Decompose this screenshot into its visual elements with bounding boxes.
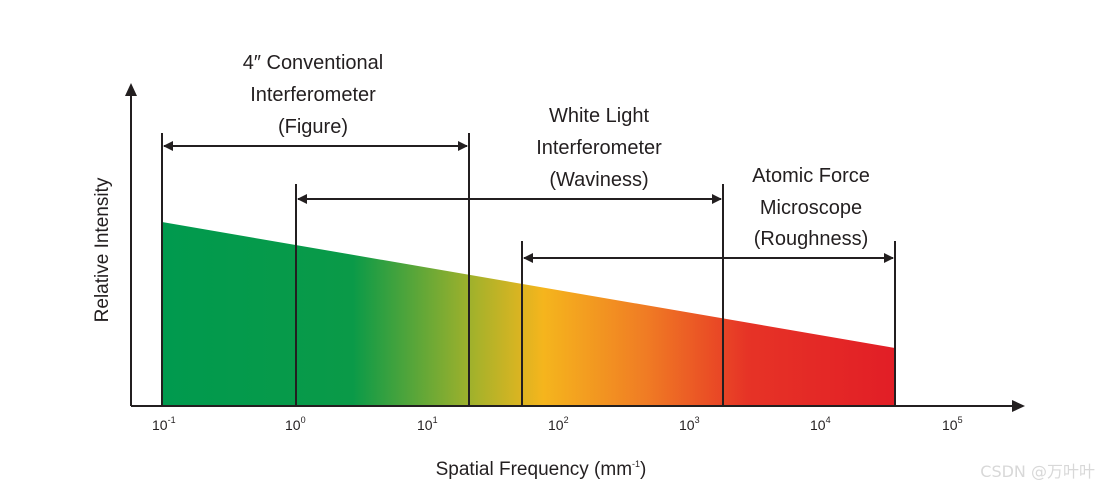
x-axis-arrow-icon <box>1012 400 1025 412</box>
range-label-line: White Light <box>549 105 649 127</box>
x-tick-labels: 10-1 100 101 102 103 104 105 <box>152 415 963 433</box>
range-label-line: 4″ Conventional <box>243 52 384 74</box>
x-tick-label: 105 <box>942 415 963 433</box>
x-tick-label: 102 <box>548 415 569 433</box>
x-tick-label: 101 <box>417 415 438 433</box>
atomic-force-microscope-label: Atomic Force Microscope (Roughness) <box>752 165 870 250</box>
range-label-line: (Waviness) <box>549 169 648 191</box>
csdn-watermark: CSDN @万叶叶 <box>980 462 1095 481</box>
range-label-line: Interferometer <box>536 137 662 159</box>
x-tick-label: 104 <box>810 415 831 433</box>
x-tick-label: 103 <box>679 415 700 433</box>
y-axis-title: Relative Intensity <box>92 177 113 322</box>
x-tick-label: 10-1 <box>152 415 176 433</box>
range-label-line: (Roughness) <box>754 228 869 250</box>
range-label-line: Microscope <box>760 197 862 219</box>
white-light-interferometer-label: White Light Interferometer (Waviness) <box>536 105 662 191</box>
conventional-interferometer-label: 4″ Conventional Interferometer (Figure) <box>243 52 384 138</box>
intensity-spectrum-area <box>162 222 895 406</box>
range-label-line: Atomic Force <box>752 165 870 187</box>
y-axis-arrow-icon <box>125 83 137 96</box>
range-label-line: Interferometer <box>250 84 376 106</box>
x-tick-label: 100 <box>285 415 306 433</box>
x-axis-title: Spatial Frequency (mm-1) <box>436 459 647 480</box>
range-label-line: (Figure) <box>278 116 348 138</box>
